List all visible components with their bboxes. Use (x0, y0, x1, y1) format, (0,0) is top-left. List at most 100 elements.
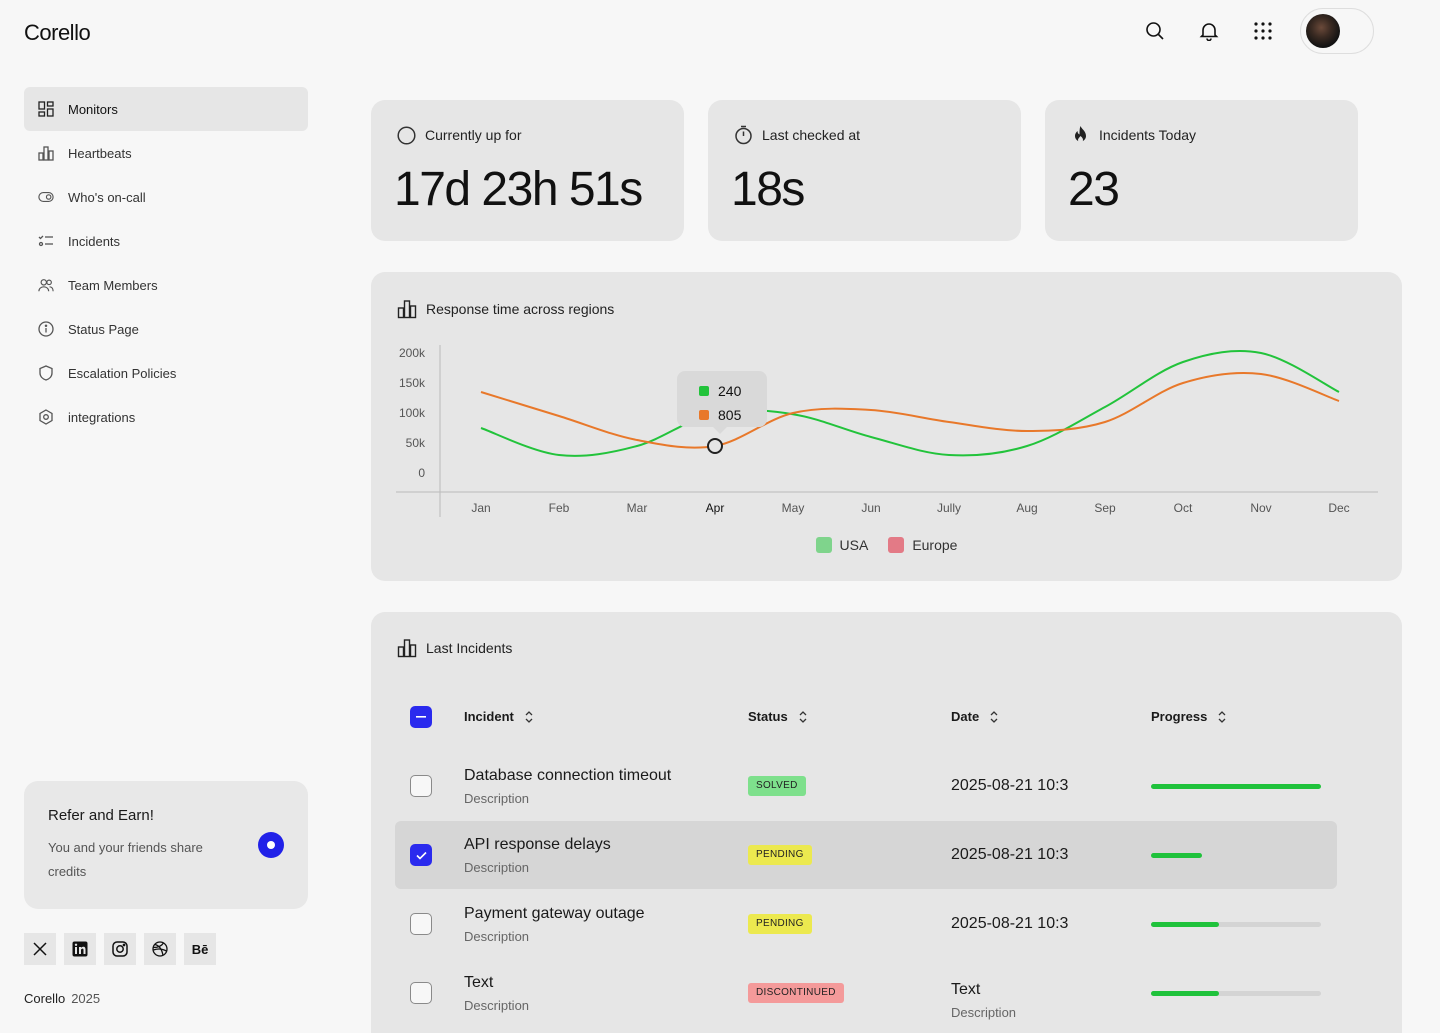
incidents-today-value: 23 (1068, 163, 1120, 216)
bell-icon[interactable] (1182, 8, 1236, 54)
data-point-europe[interactable] (1025, 429, 1029, 433)
status-badge: PENDING (748, 845, 812, 865)
row-checkbox[interactable] (410, 775, 432, 797)
data-point-europe[interactable] (1181, 381, 1185, 385)
avatar (1306, 14, 1340, 48)
legend-label: Europe (912, 537, 958, 553)
legend-item-usa[interactable]: USA (815, 537, 869, 553)
sidebar-item-on-call[interactable]: Who's on-call (24, 175, 308, 219)
x-tick-label: Oct (1174, 501, 1193, 515)
data-point-europe[interactable] (791, 411, 795, 415)
row-checkbox[interactable] (410, 982, 432, 1004)
footer: Corello 2025 (24, 991, 100, 1006)
y-tick-label: 100k (399, 406, 426, 420)
column-label: Progress (1151, 709, 1208, 724)
x-tick-label: Jan (471, 501, 490, 515)
linkedin-icon[interactable] (64, 933, 96, 965)
data-point-usa[interactable] (1337, 390, 1341, 394)
data-point-europe[interactable] (947, 420, 951, 424)
data-point-europe[interactable] (1337, 399, 1341, 403)
sidebar-item-heartbeats[interactable]: Heartbeats (24, 131, 308, 175)
x-tick-label: Dec (1328, 501, 1349, 515)
column-header-date[interactable]: Date (951, 709, 999, 724)
refer-description: You and your friends share credits (48, 840, 203, 879)
status-badge: DISCONTINUED (748, 983, 844, 1003)
sort-icon (990, 710, 998, 723)
incidents-title: Last Incidents (426, 640, 513, 656)
incident-title[interactable]: Database connection timeout (464, 767, 672, 784)
data-point-europe[interactable] (1259, 372, 1263, 376)
data-point-usa[interactable] (1181, 360, 1185, 364)
data-point-europe[interactable] (479, 390, 483, 394)
row-checkbox[interactable] (410, 913, 432, 935)
column-header-status[interactable]: Status (748, 709, 808, 724)
data-point-europe[interactable] (635, 438, 639, 442)
check-icon (415, 851, 427, 860)
y-tick-label: 50k (406, 436, 426, 450)
social-links: Bē (24, 933, 216, 965)
incident-title[interactable]: API response delays (464, 836, 611, 853)
data-point-europe[interactable] (1103, 420, 1107, 424)
sidebar-item-monitors[interactable]: Monitors (24, 87, 308, 131)
uptime-label: Currently up for (425, 127, 522, 143)
sidebar-item-escalation-policies[interactable]: Escalation Policies (24, 351, 308, 395)
row-checkbox[interactable] (410, 844, 432, 866)
data-point-usa[interactable] (1259, 351, 1263, 355)
instagram-icon[interactable] (104, 933, 136, 965)
shield-icon (38, 365, 54, 381)
sidebar-item-label: Status Page (68, 321, 139, 337)
refer-card[interactable]: Refer and Earn! You and your friends sha… (24, 781, 308, 909)
profile-menu[interactable] (1300, 8, 1374, 54)
x-icon[interactable] (24, 933, 56, 965)
data-point-usa[interactable] (635, 444, 639, 448)
incident-description: Description (464, 929, 530, 944)
status-badge: SOLVED (748, 776, 806, 796)
column-header-incident[interactable]: Incident (464, 709, 534, 724)
legend-item-europe[interactable]: Europe (888, 537, 957, 553)
data-point-usa[interactable] (557, 453, 561, 457)
users-icon (38, 277, 54, 293)
tooltip-usa-value: 240 (718, 383, 742, 399)
sort-icon (525, 710, 533, 723)
flame-icon (1070, 125, 1090, 145)
data-point-europe[interactable] (869, 408, 873, 412)
search-icon[interactable] (1128, 8, 1182, 54)
app-logo[interactable]: Corello (24, 20, 91, 45)
usa-dot (699, 386, 709, 396)
sidebar-item-label: Team Members (68, 277, 158, 293)
sidebar-item-status-page[interactable]: Status Page (24, 307, 308, 351)
incidents-today-card: Incidents Today 23 (1045, 100, 1358, 241)
legend-label: USA (839, 537, 869, 553)
data-point-europe[interactable] (557, 414, 561, 418)
column-label: Date (951, 709, 980, 724)
x-tick-label: Feb (549, 501, 570, 515)
sidebar-item-integrations[interactable]: integrations (24, 395, 308, 439)
sidebar-item-team-members[interactable]: Team Members (24, 263, 308, 307)
info-icon (38, 321, 54, 337)
data-point-usa[interactable] (869, 435, 873, 439)
incident-title[interactable]: Payment gateway outage (464, 905, 645, 922)
select-all-checkbox[interactable] (410, 706, 432, 728)
sidebar-item-incidents[interactable]: Incidents (24, 219, 308, 263)
y-tick-label: 150k (399, 376, 426, 390)
sidebar-item-label: Who's on-call (68, 189, 146, 205)
last-checked-card: Last checked at 18s (708, 100, 1021, 241)
incident-date: 2025-08-21 10:3 (951, 777, 1069, 794)
dribbble-icon[interactable] (144, 933, 176, 965)
bar-chart-icon (397, 638, 417, 658)
incident-date: Text (951, 981, 981, 998)
column-label: Status (748, 709, 788, 724)
incident-title[interactable]: Text (464, 974, 494, 991)
grid-icon[interactable] (1236, 8, 1290, 54)
column-header-progress[interactable]: Progress (1151, 709, 1227, 724)
stopwatch-icon (733, 125, 753, 145)
data-point-usa[interactable] (1103, 405, 1107, 409)
data-point-usa[interactable] (479, 426, 483, 430)
data-point-usa[interactable] (1025, 444, 1029, 448)
sort-icon (799, 710, 807, 723)
hover-marker[interactable] (707, 438, 723, 454)
behance-icon[interactable]: Bē (184, 933, 216, 965)
refer-title: Refer and Earn! (48, 807, 154, 824)
data-point-usa[interactable] (947, 453, 951, 457)
response-time-card: Response time across regions 200k 150k 100… (371, 272, 1402, 581)
